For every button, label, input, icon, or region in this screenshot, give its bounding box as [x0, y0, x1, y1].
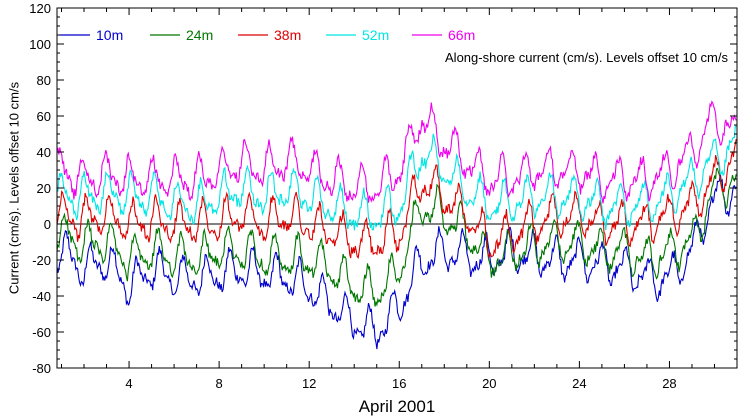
- x-tick-label: 12: [302, 376, 316, 391]
- y-tick-label: 40: [37, 145, 51, 160]
- y-tick-label: -40: [32, 289, 51, 304]
- y-tick-label: -80: [32, 361, 51, 376]
- x-axis-label: April 2001: [359, 397, 436, 416]
- series-line-52m: [56, 124, 737, 231]
- legend-label-24m: 24m: [186, 27, 213, 43]
- y-tick-label: 120: [29, 1, 51, 16]
- legend-label-10m: 10m: [96, 27, 123, 43]
- legend-label-38m: 38m: [274, 27, 301, 43]
- legend-label-52m: 52m: [362, 27, 389, 43]
- series-line-38m: [56, 139, 737, 259]
- x-tick-label: 4: [125, 376, 132, 391]
- y-tick-label: 60: [37, 109, 51, 124]
- series-line-66m: [56, 100, 737, 204]
- y-tick-label: 0: [44, 217, 51, 232]
- x-tick-label: 8: [216, 376, 223, 391]
- chart-annotation: Along-shore current (cm/s). Levels offse…: [445, 50, 728, 65]
- x-tick-label: 24: [572, 376, 586, 391]
- y-axis-label: Current (cm/s). Levels offset 10 cm/s: [7, 81, 22, 294]
- y-tick-label: 20: [37, 181, 51, 196]
- y-tick-label: 100: [29, 37, 51, 52]
- legend-label-66m: 66m: [448, 27, 475, 43]
- x-tick-label: 16: [392, 376, 406, 391]
- series-line-10m: [56, 173, 737, 350]
- x-tick-label: 20: [482, 376, 496, 391]
- y-tick-label: 80: [37, 73, 51, 88]
- series-line-24m: [56, 167, 737, 307]
- y-tick-label: -20: [32, 253, 51, 268]
- x-tick-label: 28: [662, 376, 676, 391]
- y-tick-label: -60: [32, 325, 51, 340]
